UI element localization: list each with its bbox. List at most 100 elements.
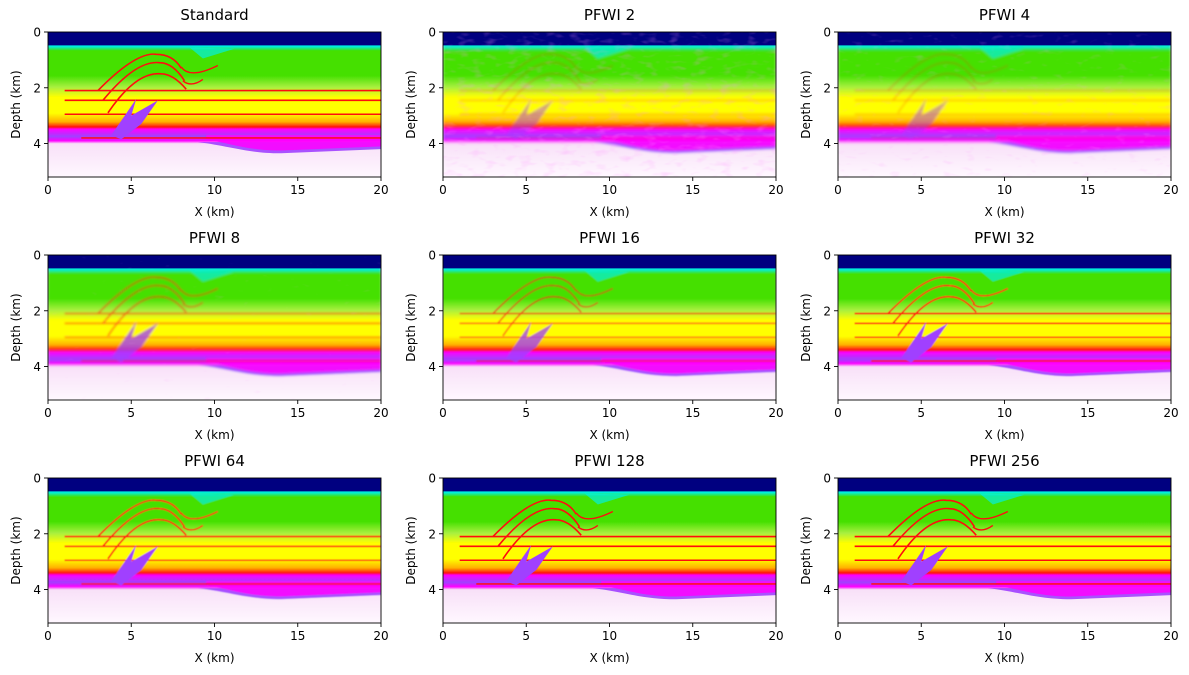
y-tick-label: 2: [823, 304, 831, 318]
x-tick-label: 20: [373, 629, 388, 643]
x-tick-label: 10: [997, 629, 1012, 643]
y-tick-label: 0: [33, 249, 41, 263]
subplot-title: PFWI 8: [188, 229, 241, 247]
x-tick-label: 10: [207, 183, 222, 197]
x-tick-label: 5: [127, 183, 135, 197]
y-tick-label: 2: [823, 527, 831, 541]
x-axis-label: X (km): [194, 428, 234, 442]
heatmap-plot: 0 5 10 15 20 0 2 4 X (km) Depth (km): [9, 472, 389, 666]
x-tick-label: 15: [290, 406, 305, 420]
y-tick-label: 4: [33, 137, 41, 151]
y-tick-label: 4: [33, 583, 41, 597]
x-tick-label: 15: [1080, 406, 1095, 420]
y-tick-label: 4: [428, 583, 436, 597]
heatmap-plot: 0 5 10 15 20 0 2 4 X (km) Depth (km): [799, 26, 1179, 220]
x-tick-label: 0: [439, 183, 447, 197]
y-tick-label: 2: [428, 81, 436, 95]
subplot-pfwi-16: PFWI 16 0 5 10 15 20 0 2 4 X (km) Depth (km): [395, 223, 790, 448]
x-axis-label: X (km): [194, 205, 234, 219]
x-tick-label: 10: [602, 629, 617, 643]
y-axis-label: Depth (km): [799, 516, 813, 584]
x-tick-label: 5: [917, 629, 925, 643]
y-axis-label: Depth (km): [799, 293, 813, 361]
velocity-image: [838, 478, 1171, 623]
x-axis-label: X (km): [589, 428, 629, 442]
y-axis-label: Depth (km): [799, 70, 813, 138]
x-axis-label: X (km): [589, 205, 629, 219]
x-tick-label: 5: [522, 406, 530, 420]
subplot-pfwi-32: PFWI 32 0 5 10 15 20 0 2 4 X (km) Depth (km): [790, 223, 1185, 448]
y-tick-label: 0: [33, 472, 41, 486]
y-tick-label: 0: [428, 249, 436, 263]
velocity-image: [48, 255, 381, 400]
x-tick-label: 0: [834, 406, 842, 420]
subplot-title: PFWI 16: [579, 229, 640, 247]
subplot-pfwi-128: PFWI 128 0 5 10 15 20 0 2 4 X (km) Depth (km): [395, 446, 790, 671]
x-tick-label: 15: [685, 183, 700, 197]
y-axis-label: Depth (km): [404, 70, 418, 138]
subplot-title: PFWI 128: [574, 452, 645, 470]
y-tick-label: 2: [428, 527, 436, 541]
x-tick-label: 10: [207, 406, 222, 420]
x-tick-label: 20: [768, 183, 783, 197]
velocity-image: [838, 255, 1171, 400]
y-tick-label: 0: [823, 249, 831, 263]
subplot-title: Standard: [180, 6, 249, 24]
velocity-image: [443, 255, 776, 400]
x-tick-label: 5: [127, 629, 135, 643]
x-tick-label: 0: [439, 406, 447, 420]
x-axis-label: X (km): [984, 205, 1024, 219]
x-axis-label: X (km): [984, 651, 1024, 665]
x-tick-label: 15: [290, 183, 305, 197]
y-tick-label: 2: [33, 304, 41, 318]
x-axis-label: X (km): [589, 651, 629, 665]
y-tick-label: 4: [428, 360, 436, 374]
x-tick-label: 0: [44, 183, 52, 197]
x-tick-label: 0: [834, 629, 842, 643]
y-tick-label: 0: [823, 472, 831, 486]
y-tick-label: 2: [823, 81, 831, 95]
x-tick-label: 15: [685, 406, 700, 420]
subplot-title: PFWI 2: [583, 6, 636, 24]
y-axis-label: Depth (km): [404, 293, 418, 361]
x-tick-label: 15: [290, 629, 305, 643]
velocity-image: [48, 478, 381, 623]
heatmap-plot: 0 5 10 15 20 0 2 4 X (km) Depth (km): [9, 249, 389, 443]
heatmap-plot: 0 5 10 15 20 0 2 4 X (km) Depth (km): [404, 472, 784, 666]
x-tick-label: 0: [44, 406, 52, 420]
x-tick-label: 5: [917, 406, 925, 420]
x-tick-label: 10: [207, 629, 222, 643]
y-tick-label: 2: [33, 527, 41, 541]
subplot-pfwi-256: PFWI 256 0 5 10 15 20 0 2 4 X (km) Depth (km): [790, 446, 1185, 671]
subplot-title: PFWI 64: [184, 452, 245, 470]
x-tick-label: 10: [997, 406, 1012, 420]
heatmap-plot: 0 5 10 15 20 0 2 4 X (km) Depth (km): [404, 26, 784, 220]
y-tick-label: 4: [428, 137, 436, 151]
x-tick-label: 20: [1163, 406, 1178, 420]
heatmap-plot: 0 5 10 15 20 0 2 4 X (km) Depth (km): [404, 249, 784, 443]
heatmap-plot: 0 5 10 15 20 0 2 4 X (km) Depth (km): [799, 249, 1179, 443]
y-tick-label: 2: [33, 81, 41, 95]
y-tick-label: 0: [33, 26, 41, 40]
x-tick-label: 15: [1080, 183, 1095, 197]
y-tick-label: 4: [33, 360, 41, 374]
x-tick-label: 15: [685, 629, 700, 643]
heatmap-plot: 0 5 10 15 20 0 2 4 X (km) Depth (km): [799, 472, 1179, 666]
x-tick-label: 5: [522, 183, 530, 197]
y-tick-label: 0: [823, 26, 831, 40]
y-tick-label: 4: [823, 360, 831, 374]
subplot-title: PFWI 4: [978, 6, 1031, 24]
subplot-pfwi-2: PFWI 2 0 5 10 15 20 0 2 4 X (km) Depth (km): [395, 0, 790, 225]
y-axis-label: Depth (km): [404, 516, 418, 584]
y-tick-label: 0: [428, 472, 436, 486]
x-tick-label: 15: [1080, 629, 1095, 643]
heatmap-plot: 0 5 10 15 20 0 2 4 X (km) Depth (km): [9, 26, 389, 220]
subplot-pfwi-8: PFWI 8 0 5 10 15 20 0 2 4 X (km) Depth (km): [0, 223, 395, 448]
x-tick-label: 20: [1163, 183, 1178, 197]
y-tick-label: 4: [823, 137, 831, 151]
x-tick-label: 20: [373, 406, 388, 420]
x-tick-label: 20: [1163, 629, 1178, 643]
x-axis-label: X (km): [984, 428, 1024, 442]
x-tick-label: 5: [522, 629, 530, 643]
x-tick-label: 20: [768, 629, 783, 643]
